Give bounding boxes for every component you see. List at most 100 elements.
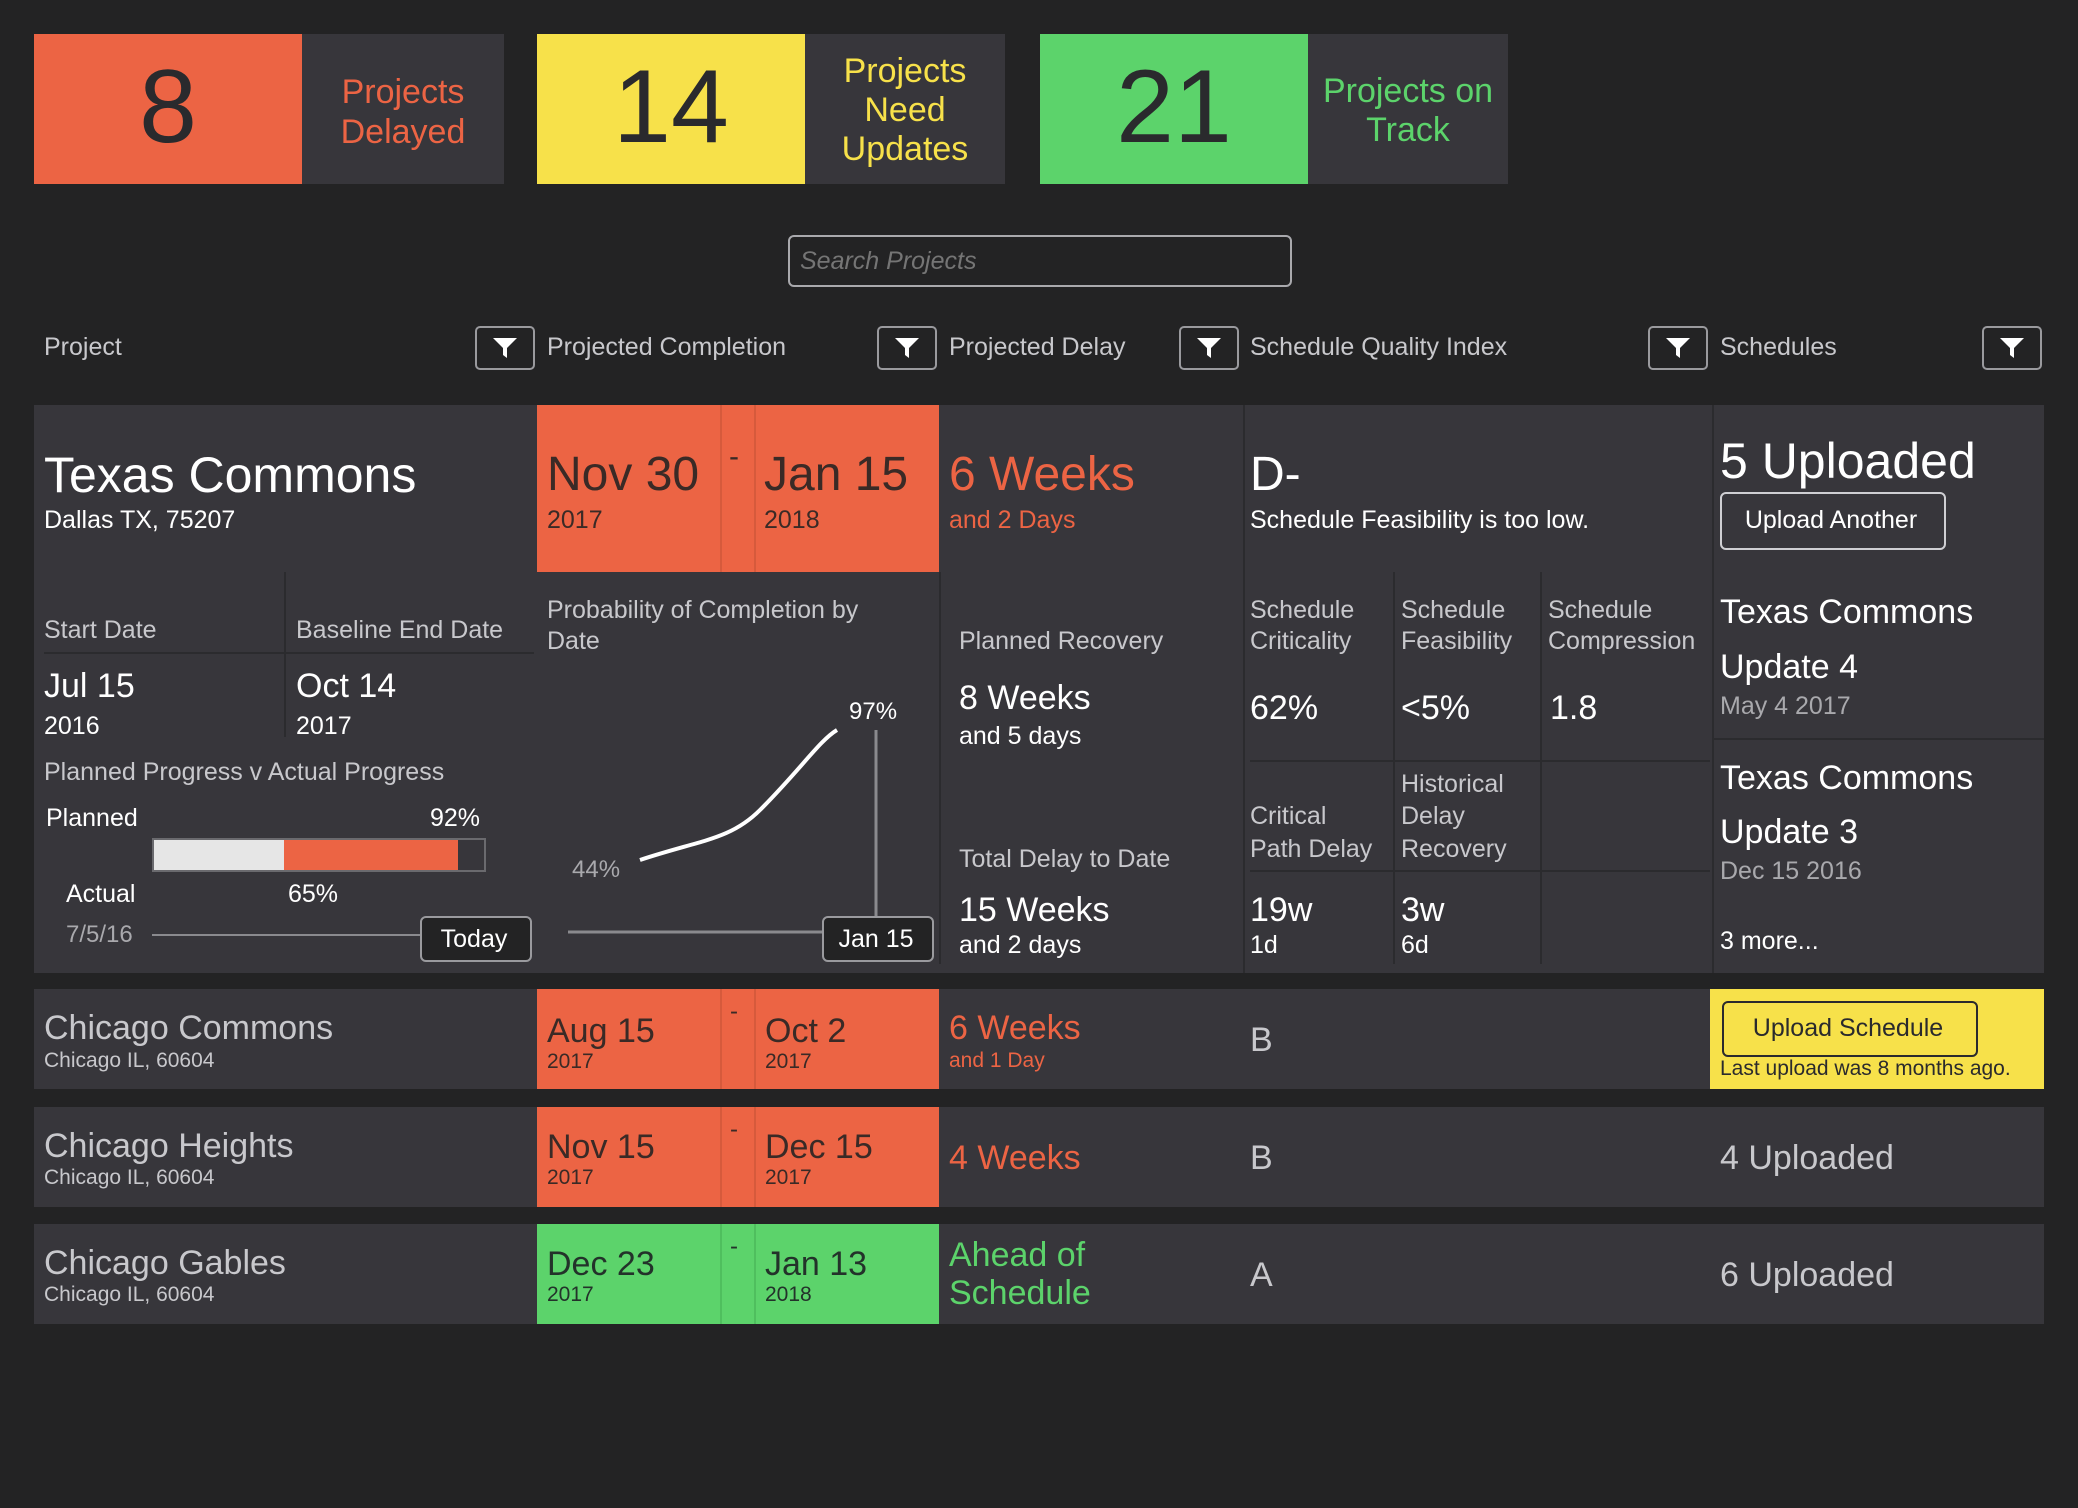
row-completion-dash: - (730, 998, 738, 1025)
completion-dash: - (729, 440, 739, 473)
row-project-name: Chicago Commons (44, 1009, 334, 1047)
filter-button-projected-delay[interactable] (1179, 326, 1239, 370)
column-header-project[interactable]: Project (44, 333, 122, 361)
upload-schedule-button[interactable]: Upload Schedule (1722, 1001, 1978, 1057)
probability-curve (639, 728, 839, 862)
more-updates-link[interactable]: 3 more... (1720, 927, 1819, 955)
probability-title-1: Probability of Completion by (547, 596, 859, 624)
upload-schedule-note: Last upload was 8 months ago. (1720, 1057, 2011, 1080)
upload-another-label: Upload Another (1744, 506, 1918, 534)
row-completion-to-year: 2017 (765, 1050, 812, 1073)
filter-icon (2000, 338, 2024, 358)
delayed-label-tile[interactable]: Projects Delayed (302, 34, 504, 184)
progress-title: Planned Progress v Actual Progress (44, 758, 445, 786)
row-completion-from-year: 2017 (547, 1283, 594, 1306)
on-track-count: 21 (1116, 49, 1232, 165)
filter-button-schedule-quality-index[interactable] (1648, 326, 1708, 370)
update-name: Update 3 (1720, 813, 1858, 851)
critical-path-main: 19w (1250, 891, 1313, 929)
today-button[interactable]: Today (420, 916, 532, 962)
probability-curve-chart (568, 728, 878, 934)
progress-start-date: 7/5/16 (66, 921, 133, 948)
row-completion-box (537, 1224, 939, 1324)
row-schedules-uploaded: 4 Uploaded (1720, 1139, 1894, 1177)
baseline-end-year: 2017 (296, 712, 352, 740)
project-row[interactable] (34, 1224, 2044, 1324)
critical-path-sub: 1d (1250, 931, 1278, 959)
on-track-count-tile[interactable]: 21 (1040, 34, 1308, 184)
row-delay-line-2: Schedule (949, 1274, 1091, 1312)
row-delay-line-1: Ahead of (949, 1236, 1086, 1274)
project-row[interactable] (34, 1107, 2044, 1207)
today-label: Today (440, 925, 508, 953)
projected-delay-sub: and 2 Days (949, 506, 1076, 534)
need-updates-count-tile[interactable]: 14 (537, 34, 805, 184)
historical-label-3: Recovery (1401, 835, 1507, 863)
column-header-schedules[interactable]: Schedules (1720, 333, 1837, 361)
filter-button-schedules[interactable] (1982, 326, 2042, 370)
column-header-projected-completion[interactable]: Projected Completion (547, 333, 787, 361)
row-quality-grade: A (1250, 1256, 1273, 1294)
row-completion-from-date: Aug 15 (547, 1012, 655, 1050)
quality-note: Schedule Feasibility is too low. (1250, 506, 1590, 534)
filter-icon (493, 338, 517, 358)
compression-label-1: Schedule (1548, 596, 1653, 624)
probability-title-2: Date (547, 627, 600, 655)
need-updates-label-3: Updates (841, 130, 969, 168)
row-completion-dash: - (730, 1233, 738, 1260)
row-project-address: Chicago IL, 60604 (44, 1049, 215, 1072)
row-completion-to-date: Dec 15 (765, 1128, 873, 1166)
progress-bar (152, 838, 486, 872)
criticality-label-2: Criticality (1250, 627, 1352, 655)
compression-label-2: Compression (1548, 627, 1696, 655)
planned-recovery-sub: and 5 days (959, 722, 1082, 750)
filter-button-project[interactable] (475, 326, 535, 370)
completion-from-date: Nov 30 (547, 448, 700, 501)
schedule-update-item[interactable]: Texas Commons Update 4 May 4 2017 (1714, 580, 2044, 738)
row-completion-from-year: 2017 (547, 1166, 594, 1189)
completion-from-year: 2017 (547, 506, 603, 534)
row-completion-from-date: Nov 15 (547, 1128, 655, 1166)
upload-another-button[interactable]: Upload Another (1720, 492, 1946, 550)
schedules-uploaded: 5 Uploaded (1720, 433, 1976, 489)
row-completion-from-date: Dec 23 (547, 1245, 655, 1283)
compression-value: 1.8 (1550, 689, 1598, 727)
probability-low: 44% (572, 856, 621, 883)
need-updates-count: 14 (613, 49, 729, 165)
total-delay-main: 15 Weeks (959, 891, 1110, 929)
delayed-count-tile[interactable]: 8 (34, 34, 302, 184)
update-project-name: Texas Commons (1720, 759, 1974, 797)
need-updates-label-2: Need (864, 91, 946, 129)
filter-icon (1666, 338, 1690, 358)
baseline-end-date-label: Baseline End Date (296, 616, 504, 644)
filter-button-projected-completion[interactable] (877, 326, 937, 370)
probability-high: 97% (849, 698, 898, 725)
column-header-schedule-quality-index[interactable]: Schedule Quality Index (1250, 333, 1508, 361)
upload-schedule-label: Upload Schedule (1752, 1014, 1944, 1042)
search-input[interactable] (788, 235, 1292, 287)
project-address: Dallas TX, 75207 (44, 506, 236, 534)
need-updates-label-tile[interactable]: Projects Need Updates (805, 34, 1005, 184)
on-track-label-tile[interactable]: Projects on Track (1308, 34, 1508, 184)
start-year: 2016 (44, 712, 100, 740)
column-header-projected-delay[interactable]: Projected Delay (949, 333, 1126, 361)
critical-path-label-2: Path Delay (1250, 835, 1373, 863)
probability-date-button[interactable]: Jan 15 (822, 916, 934, 962)
filter-icon (1197, 338, 1221, 358)
timeline-axis (152, 934, 424, 936)
on-track-label-1: Projects on (1322, 72, 1494, 110)
row-project-address: Chicago IL, 60604 (44, 1283, 215, 1306)
project-row[interactable] (34, 989, 2044, 1089)
row-project-name: Chicago Heights (44, 1127, 294, 1165)
row-delay-main: 4 Weeks (949, 1139, 1081, 1177)
start-date-label: Start Date (44, 616, 157, 644)
upload-schedule-alert: Upload Schedule Last upload was 8 months… (1710, 989, 2044, 1089)
row-completion-box (537, 1107, 939, 1207)
probability-date-label: Jan 15 (838, 925, 914, 953)
quality-grade: D- (1250, 448, 1301, 501)
need-updates-label-1: Projects (843, 52, 967, 90)
schedule-update-item[interactable]: Texas Commons Update 3 Dec 15 2016 (1714, 748, 2044, 898)
featured-project-card[interactable] (34, 405, 2044, 973)
critical-path-label-1: Critical (1250, 802, 1327, 830)
update-name: Update 4 (1720, 648, 1858, 686)
